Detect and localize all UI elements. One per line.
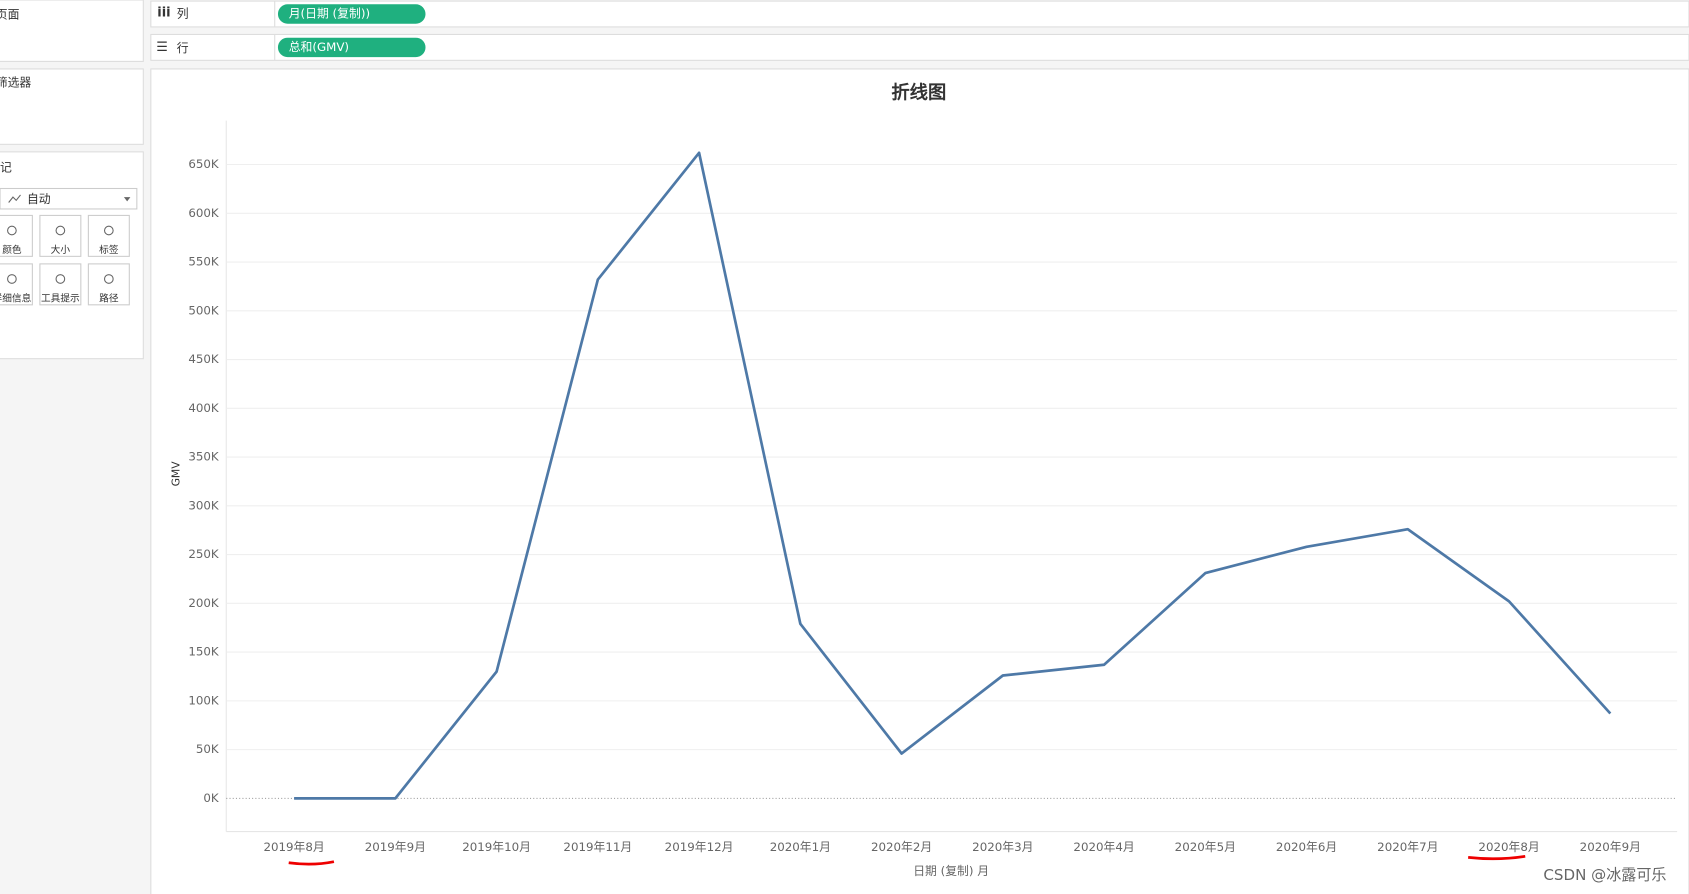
chart-panel: [150, 68, 1689, 894]
x-tick-label: 2019年11月: [563, 840, 632, 854]
x-tick-label: 2020年8月: [1478, 840, 1539, 854]
marks-title: 标记: [0, 161, 12, 175]
mark-button-label: 标签: [99, 243, 119, 256]
x-tick-label: 2020年2月: [871, 840, 932, 854]
mark-button-label: 工具提示: [41, 292, 80, 304]
rows-pill-text: 总和(GMV): [289, 40, 349, 54]
plot: 0K 50K 100K 150K 200K 250K 300K 350K 400K 450K 500…: [188, 151, 1678, 854]
mark-button-label: 大小: [51, 243, 71, 256]
columns-label: 列: [177, 7, 189, 21]
mark-button[interactable]: [39, 214, 82, 257]
y-tick-label: 550K: [188, 255, 219, 269]
x-tick-label: 2020年7月: [1377, 840, 1438, 854]
annotation-underline: [288, 860, 335, 866]
y-tick-label: 200K: [188, 596, 219, 610]
pages-title: 页面: [0, 8, 20, 22]
y-tick-label: 350K: [188, 450, 219, 464]
columns-pill-text: 月(日期 (复制)): [289, 7, 370, 21]
mark-button-icon: [103, 274, 114, 284]
rows-label: 行: [177, 41, 189, 55]
mark-button-label: 详细信息: [0, 291, 32, 304]
x-tick-label: 2019年12月: [665, 840, 734, 854]
watermark: CSDN @冰露可乐: [1543, 866, 1666, 884]
y-tick-label: 450K: [188, 352, 219, 366]
y-tick-label: 300K: [188, 498, 219, 512]
mark-button[interactable]: [39, 263, 82, 306]
y-tick-label: 250K: [188, 547, 219, 561]
mark-button[interactable]: [0, 263, 33, 306]
x-tick-label: 2020年5月: [1175, 840, 1236, 854]
x-tick-label: 2019年9月: [365, 840, 426, 854]
filters-title: 筛选器: [0, 75, 31, 89]
y-tick-label: 500K: [188, 303, 219, 317]
x-tick-label: 2020年6月: [1276, 840, 1337, 854]
y-tick-label: 100K: [188, 693, 219, 707]
mark-buttons: 颜色 大小 标签详细信息工具提示 路径: [0, 214, 130, 306]
mark-button-label: 路径: [99, 291, 119, 304]
y-tick-label: 0K: [203, 791, 219, 805]
mark-button[interactable]: [87, 214, 130, 257]
x-tick-label: 2020年9月: [1580, 840, 1641, 854]
x-tick-label: 2020年3月: [972, 840, 1033, 854]
x-tick-label: 2019年10月: [462, 840, 531, 854]
mark-type-dropdown[interactable]: [0, 187, 138, 210]
mark-button[interactable]: [87, 263, 130, 306]
mark-button[interactable]: [0, 214, 33, 257]
y-tick-label: 600K: [188, 206, 219, 220]
x-tick-label: 2020年1月: [770, 840, 831, 854]
x-tick-label: 2019年8月: [263, 840, 324, 854]
columns-pill[interactable]: [277, 4, 426, 24]
dropdown-arrow: [123, 197, 131, 202]
line-icon: [8, 194, 21, 203]
rows-icon: ☰: [156, 40, 168, 55]
y-tick-label: 150K: [188, 645, 219, 659]
mark-button-icon: [55, 225, 66, 236]
y-tick-label: 650K: [188, 157, 219, 171]
y-tick-label: 400K: [188, 401, 219, 415]
x-axis-title: 日期 (复制) 月: [913, 864, 989, 878]
x-tick-label: 2020年4月: [1073, 840, 1134, 854]
mark-button-icon: [103, 225, 114, 236]
rows-pill[interactable]: [277, 37, 426, 58]
mark-type: 自动: [27, 192, 51, 206]
y-tick-label: 50K: [196, 742, 219, 756]
y-axis-title: GMV: [170, 461, 183, 487]
columns-icon: iii: [157, 5, 170, 20]
chart-title: 折线图: [891, 82, 946, 104]
mark-button-icon: [7, 225, 17, 236]
filters-panel: [0, 68, 144, 145]
mark-button-label: 颜色: [2, 243, 22, 256]
pages-panel: [0, 0, 144, 62]
mark-button-icon: [55, 274, 66, 284]
annotation-underline: [1467, 854, 1526, 861]
mark-button-icon: [7, 274, 17, 284]
line: [294, 151, 1612, 800]
